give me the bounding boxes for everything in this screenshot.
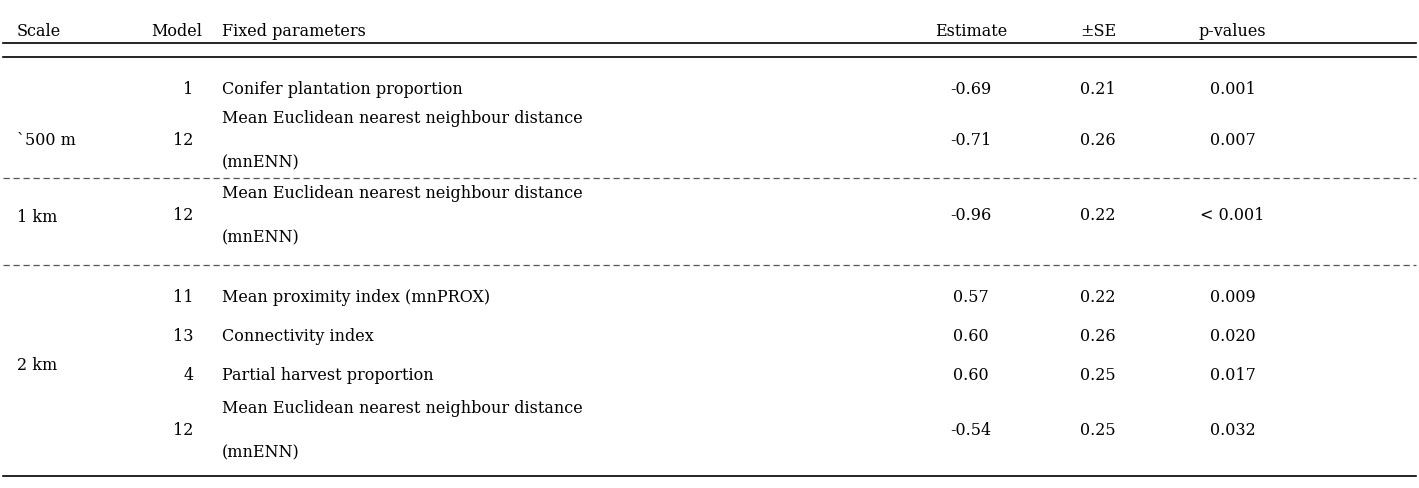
Text: 12: 12 — [173, 132, 193, 149]
Text: 1: 1 — [183, 81, 193, 98]
Text: Mean Euclidean nearest neighbour distance: Mean Euclidean nearest neighbour distanc… — [221, 110, 583, 127]
Text: 11: 11 — [173, 288, 193, 305]
Text: 13: 13 — [173, 327, 193, 344]
Text: 0.009: 0.009 — [1209, 288, 1256, 305]
Text: 0.26: 0.26 — [1080, 327, 1115, 344]
Text: 0.001: 0.001 — [1209, 81, 1256, 98]
Text: 0.21: 0.21 — [1080, 81, 1115, 98]
Text: 0.020: 0.020 — [1209, 327, 1256, 344]
Text: -0.71: -0.71 — [951, 132, 992, 149]
Text: 0.017: 0.017 — [1209, 366, 1256, 383]
Text: 0.60: 0.60 — [954, 366, 989, 383]
Text: (mnENN): (mnENN) — [221, 154, 299, 171]
Text: (mnENN): (mnENN) — [221, 228, 299, 245]
Text: 0.25: 0.25 — [1080, 366, 1115, 383]
Text: Model: Model — [152, 23, 201, 40]
Text: (mnENN): (mnENN) — [221, 443, 299, 460]
Text: 0.25: 0.25 — [1080, 421, 1115, 438]
Text: -0.69: -0.69 — [951, 81, 992, 98]
Text: 0.007: 0.007 — [1209, 132, 1256, 149]
Text: 1 km: 1 km — [17, 209, 57, 226]
Text: Partial harvest proportion: Partial harvest proportion — [221, 366, 433, 383]
Text: 0.22: 0.22 — [1080, 206, 1115, 224]
Text: `500 m: `500 m — [17, 132, 75, 149]
Text: Mean proximity index (mnPROX): Mean proximity index (mnPROX) — [221, 288, 490, 305]
Text: 0.22: 0.22 — [1080, 288, 1115, 305]
Text: Connectivity index: Connectivity index — [221, 327, 373, 344]
Text: Fixed parameters: Fixed parameters — [221, 23, 366, 40]
Text: 0.57: 0.57 — [954, 288, 989, 305]
Text: 0.60: 0.60 — [954, 327, 989, 344]
Text: ±SE: ±SE — [1080, 23, 1117, 40]
Text: < 0.001: < 0.001 — [1200, 206, 1264, 224]
Text: -0.96: -0.96 — [951, 206, 992, 224]
Text: Conifer plantation proportion: Conifer plantation proportion — [221, 81, 463, 98]
Text: Scale: Scale — [17, 23, 61, 40]
Text: -0.54: -0.54 — [951, 421, 992, 438]
Text: 12: 12 — [173, 421, 193, 438]
Text: 0.26: 0.26 — [1080, 132, 1115, 149]
Text: Estimate: Estimate — [935, 23, 1007, 40]
Text: Mean Euclidean nearest neighbour distance: Mean Euclidean nearest neighbour distanc… — [221, 184, 583, 202]
Text: 0.032: 0.032 — [1209, 421, 1256, 438]
Text: 2 km: 2 km — [17, 356, 57, 373]
Text: 4: 4 — [183, 366, 193, 383]
Text: p-values: p-values — [1199, 23, 1266, 40]
Text: 12: 12 — [173, 206, 193, 224]
Text: Mean Euclidean nearest neighbour distance: Mean Euclidean nearest neighbour distanc… — [221, 399, 583, 416]
